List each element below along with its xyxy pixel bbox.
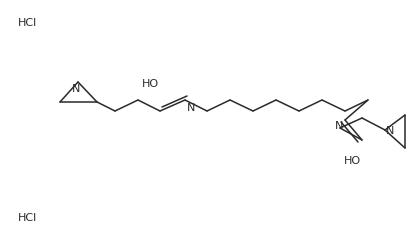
Text: N: N <box>335 121 343 131</box>
Text: HO: HO <box>141 79 158 89</box>
Text: HCl: HCl <box>18 213 37 223</box>
Text: N: N <box>386 126 394 136</box>
Text: HO: HO <box>344 156 361 166</box>
Text: N: N <box>72 84 80 94</box>
Text: N: N <box>187 103 195 113</box>
Text: HCl: HCl <box>18 18 37 28</box>
